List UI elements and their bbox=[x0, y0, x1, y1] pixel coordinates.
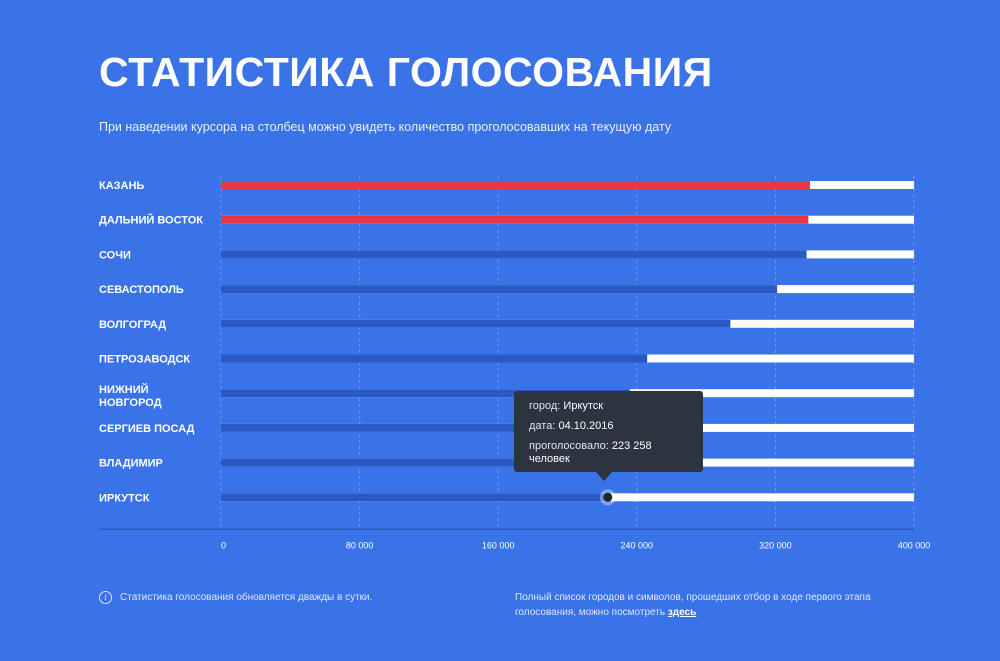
page-subtitle: При наведении курсора на столбец можно у… bbox=[99, 120, 672, 134]
bar[interactable] bbox=[221, 354, 648, 363]
update-note-text: Статистика голосования обновляется дважд… bbox=[120, 592, 373, 603]
bar[interactable] bbox=[221, 250, 807, 259]
tooltip-city: Иркутск bbox=[563, 400, 604, 412]
bar[interactable] bbox=[221, 458, 630, 467]
tooltip-arrow bbox=[596, 472, 612, 481]
category-label: КАЗАНЬ bbox=[99, 180, 144, 192]
tooltip-date-label: дата: bbox=[529, 420, 556, 432]
x-tick-label: 240 000 bbox=[621, 540, 654, 550]
x-tick-label: 160 000 bbox=[482, 540, 515, 550]
full-list-link[interactable]: здесь bbox=[667, 607, 697, 618]
category-label: ВЛАДИМИР bbox=[99, 458, 163, 470]
hover-marker[interactable] bbox=[603, 492, 613, 502]
full-list-note: Полный список городов и символов, прошед… bbox=[515, 590, 895, 620]
bar[interactable] bbox=[221, 319, 731, 328]
category-label: СЕВАСТОПОЛЬ bbox=[99, 284, 184, 296]
category-label: ИРКУТСК bbox=[99, 492, 150, 504]
category-label: НОВГОРОД bbox=[99, 397, 162, 409]
category-label: ПЕТРОЗАВОДСК bbox=[99, 354, 190, 366]
x-tick-label: 80 000 bbox=[346, 540, 374, 550]
info-icon: i bbox=[99, 591, 112, 604]
bar[interactable] bbox=[221, 215, 809, 224]
bar[interactable] bbox=[221, 285, 778, 294]
category-label: НИЖНИЙ bbox=[99, 383, 149, 396]
tooltip-date: 04.10.2016 bbox=[558, 420, 614, 432]
bar-tooltip: город: Иркутск дата: 04.10.2016 проголос… bbox=[514, 391, 703, 472]
update-note: i Статистика голосования обновляется два… bbox=[99, 591, 372, 604]
tooltip-city-label: город: bbox=[529, 400, 561, 412]
category-label: СОЧИ bbox=[99, 249, 131, 261]
category-label: ВОЛГОГРАД bbox=[99, 319, 166, 331]
full-list-text: Полный список городов и символов, прошед… bbox=[515, 592, 871, 618]
bar[interactable] bbox=[221, 181, 811, 189]
category-label: ДАЛЬНИЙ ВОСТОК bbox=[99, 214, 203, 227]
bar[interactable] bbox=[221, 423, 630, 432]
category-label: СЕРГИЕВ ПОСАД bbox=[99, 423, 195, 435]
bar[interactable] bbox=[221, 493, 608, 502]
tooltip-votes: 223 258 человек bbox=[529, 440, 652, 465]
x-tick-label: 0 bbox=[221, 540, 226, 550]
page-title: СТАТИСТИКА ГОЛОСОВАНИЯ bbox=[99, 49, 713, 95]
x-tick-label: 320 000 bbox=[759, 540, 792, 550]
tooltip-votes-label: проголосовало: bbox=[529, 440, 609, 452]
bar[interactable] bbox=[221, 389, 630, 398]
x-tick-label: 400 000 bbox=[898, 540, 931, 550]
